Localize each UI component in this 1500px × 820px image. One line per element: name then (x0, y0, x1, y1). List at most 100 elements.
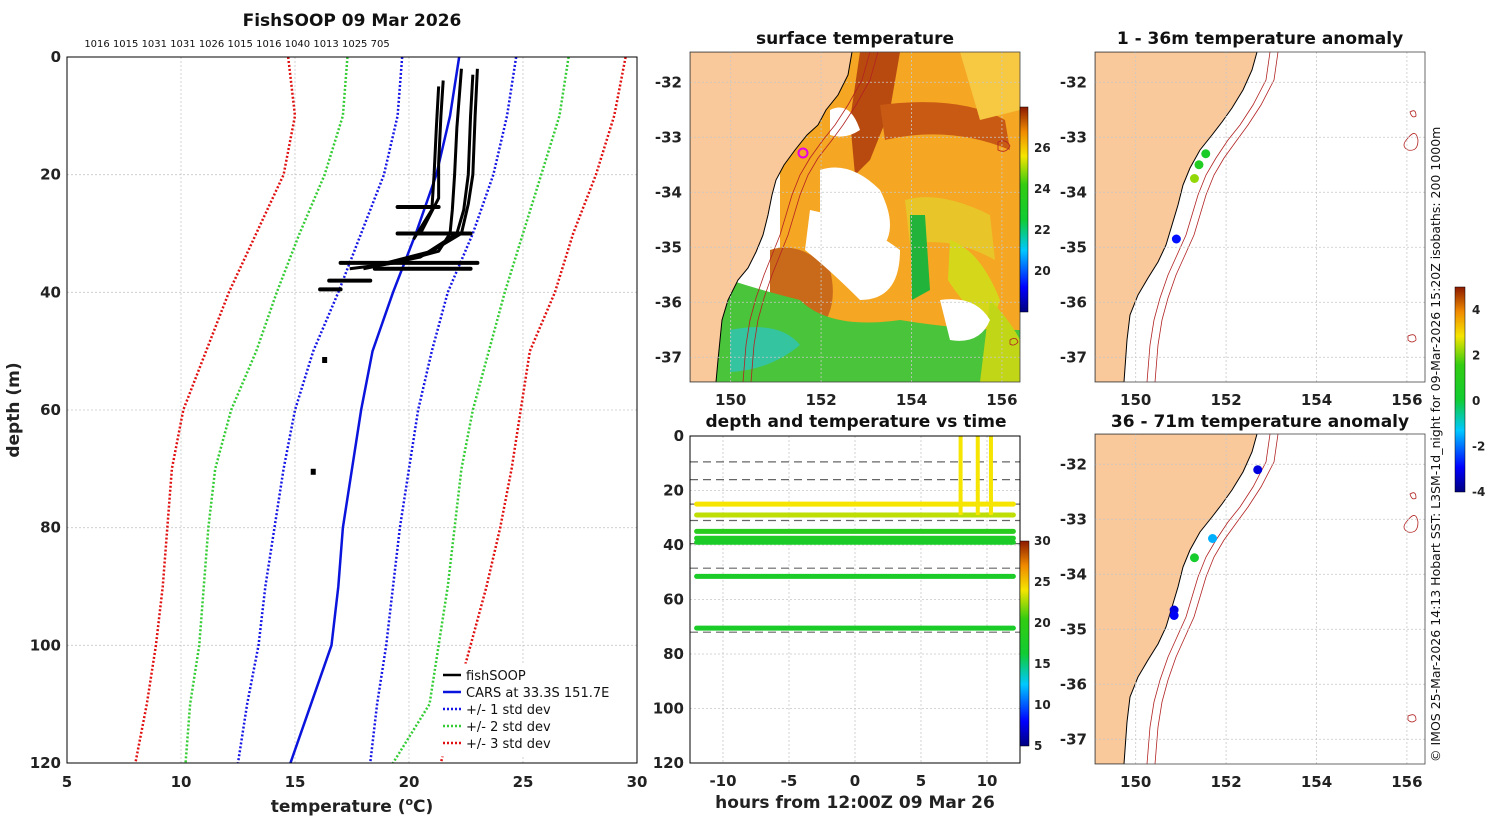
anomaly-top-points (1171, 149, 1211, 244)
sst-colorbar (1019, 106, 1029, 313)
vessel-ids: 1016 1015 1031 1031 1026 1015 1016 1040 … (84, 39, 389, 50)
timeseries-xtick-label: 10 (977, 772, 998, 790)
anomaly-bottom-lat-label: -36 (1060, 675, 1087, 693)
anomaly-bottom-lat-label: -34 (1060, 565, 1087, 583)
anomaly-bottom-points (1169, 465, 1263, 620)
anomaly-top-anomaly-point (1194, 160, 1204, 170)
profile-series-mean+3sd (439, 56, 627, 764)
profile-ytick-label: 100 (30, 636, 61, 654)
timeseries-ytick-label: 120 (653, 754, 684, 772)
timeseries-colorbar-label: 15 (1034, 657, 1051, 671)
anomaly-bottom-seamount (1403, 515, 1419, 533)
timeseries-panel: depth and temperature vs time -10 -5 0 5 10 0… (653, 412, 1051, 813)
fishsoop-cast-line (349, 68, 463, 271)
sst-lat-label: -36 (655, 293, 682, 311)
timeseries-colorbar-ticks: 5 10 15 20 25 30 (1034, 534, 1051, 753)
sst-lat-label: -34 (655, 183, 682, 201)
sst-lat-label: -32 (655, 73, 682, 91)
anomaly-top-lon-label: 156 (1391, 391, 1422, 409)
sst-grid (690, 52, 1020, 382)
anomaly-top-lon-label: 154 (1301, 391, 1332, 409)
timeseries-xtick-label: 5 (916, 772, 926, 790)
sst-green-filament (910, 215, 930, 300)
anomaly-top-seamount-2 (1409, 110, 1417, 118)
sst-isobath-1000 (750, 52, 879, 382)
profile-lines (134, 56, 627, 764)
timeseries-xlabel: hours from 12:00Z 09 Mar 26 (715, 793, 995, 813)
sst-isobath-200 (742, 52, 871, 382)
profile-series-mean+1sd (368, 56, 518, 764)
sst-lon-label: 152 (805, 391, 836, 409)
sst-title: surface temperature (756, 29, 954, 49)
profile-series-mean+2sd (391, 56, 570, 764)
sst-seamount-2 (1009, 338, 1019, 346)
profile-xtick-label: 25 (513, 773, 534, 791)
anomaly-bottom-ticks: 150 152 154 156 -32 -33 -34 -35 -36 -37 (1060, 455, 1423, 791)
profile-series-mean-1sd (236, 56, 404, 764)
anomaly-colorbar (1454, 286, 1466, 493)
fishsoop-cast-line (412, 86, 441, 241)
anomaly-top-lat-label: -37 (1060, 348, 1087, 366)
profile-xtick-label: 15 (285, 773, 306, 791)
anomaly-bottom-seamount-3 (1407, 714, 1417, 723)
profile-panel: FishSOOP 09 Mar 2026 1016 1015 1031 1031… (4, 11, 647, 817)
sst-current-core (850, 52, 900, 175)
profile-ytick-label: 120 (30, 754, 61, 772)
anomaly-colorbar-label: 4 (1472, 303, 1480, 317)
sst-colorbar-label: 24 (1034, 182, 1051, 196)
anomaly-bottom-anomaly-point (1189, 553, 1199, 563)
timeseries-xtick-label: -5 (781, 772, 798, 790)
anomaly-bottom-anomaly-point (1208, 534, 1218, 543)
sst-cool-shelf (715, 280, 1020, 382)
sst-patch-yellow (960, 52, 1020, 120)
sst-lat-label: -37 (655, 348, 682, 366)
anomaly-top-ticks: 150 152 154 156 -32 -33 -34 -35 -36 -37 (1060, 73, 1423, 409)
timeseries-colorbar-label: 5 (1034, 739, 1042, 753)
sst-colorbar-label: 20 (1034, 264, 1051, 278)
anomaly-colorbar-label: -4 (1472, 485, 1485, 499)
sst-seamount (997, 140, 1011, 152)
anomaly-bottom-lat-label: -32 (1060, 455, 1087, 473)
profile-title: FishSOOP 09 Mar 2026 (243, 11, 462, 31)
anomaly-bottom-lon-label: 154 (1301, 773, 1332, 791)
sst-patch-yellow-2 (905, 197, 995, 260)
anomaly-bottom-grid (1095, 434, 1425, 764)
anomaly-colorbar-label: -2 (1472, 439, 1485, 453)
timeseries-title: depth and temperature vs time (706, 412, 1007, 432)
timeseries-colorbar-label: 10 (1034, 698, 1051, 712)
profile-series-mean-3sd (134, 56, 297, 764)
profile-ytick-label: 20 (40, 166, 61, 184)
anomaly-colorbar-ticks: -4 -2 0 2 4 (1472, 303, 1485, 499)
profile-xtick-label: 20 (399, 773, 420, 791)
sst-lon-label: 156 (986, 391, 1017, 409)
anomaly-top-isobath-1000 (1154, 52, 1279, 382)
anomaly-top-lat-label: -35 (1060, 238, 1087, 256)
timeseries-colorbar-label: 30 (1034, 534, 1051, 548)
timeseries-xtick-label: -10 (709, 772, 736, 790)
fishsoop-cast-line (363, 74, 475, 271)
anomaly-bottom-isobath-1000 (1154, 434, 1279, 764)
credit-text: © IMOS 25-Mar-2026 14:13 Hobart SST: L3S… (1428, 127, 1443, 762)
timeseries-colorbar (1019, 540, 1030, 747)
profile-xtick-label: 5 (62, 773, 72, 791)
timeseries-xtick-label: 0 (850, 772, 860, 790)
sst-patch-lime-2 (980, 300, 1020, 382)
timeseries-ytick-label: 0 (674, 427, 684, 445)
sst-cloud-gap-2 (805, 210, 900, 300)
legend-std1: +/- 1 std dev (466, 703, 551, 718)
anomaly-bottom-anomaly-point (1253, 465, 1263, 475)
profile-xlabel: temperature (oC) (271, 795, 434, 817)
anomaly-colorbar-label: 0 (1472, 394, 1480, 408)
timeseries-colorbar-label: 25 (1034, 575, 1051, 589)
anomaly-top-anomaly-point (1189, 174, 1199, 183)
sst-cloud-gap-3 (940, 299, 990, 341)
sst-ticks: 150 152 154 156 -32 -33 -34 -35 -36 -37 (655, 73, 1018, 409)
legend-fishsoop: fishSOOP (466, 669, 526, 684)
profile-ticks: 5 10 15 20 25 30 0 20 40 60 80 100 120 (30, 48, 648, 791)
fishsoop-point (322, 356, 328, 363)
timeseries-ytick-label: 60 (663, 591, 684, 609)
profile-series-CARS (289, 56, 461, 764)
profile-ytick-label: 0 (51, 48, 61, 66)
anomaly-bottom-lon-label: 156 (1391, 773, 1422, 791)
